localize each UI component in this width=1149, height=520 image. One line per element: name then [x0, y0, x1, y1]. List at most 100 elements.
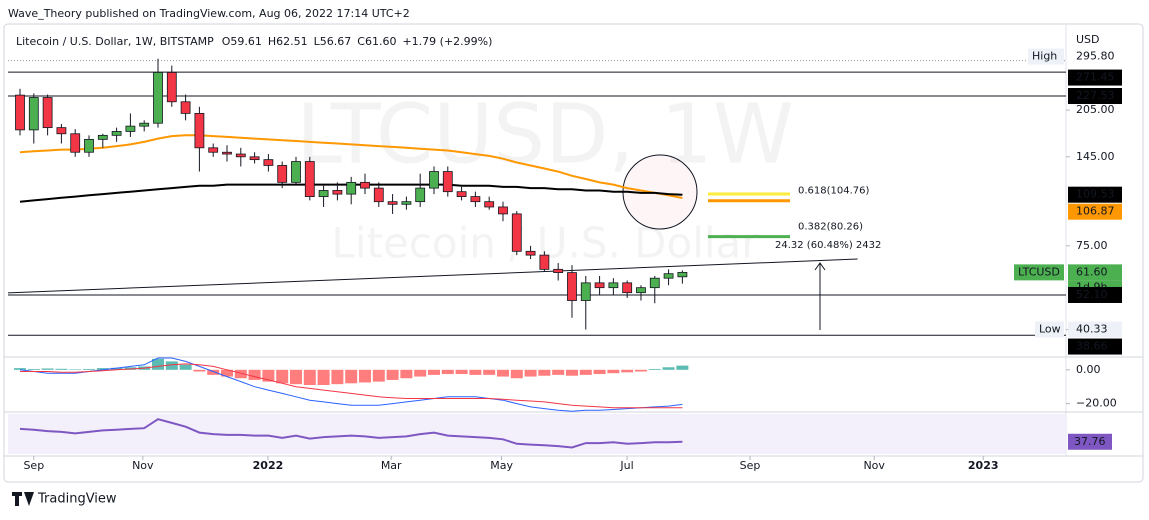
candle-body: [484, 201, 495, 208]
candle-body: [139, 122, 150, 127]
price-marker-label: 109.53: [1076, 188, 1115, 201]
trendline: [7, 258, 858, 294]
x-tick-label: 2023: [968, 459, 999, 472]
x-tick-label: Nov: [863, 459, 885, 472]
measure-label: 24.32 (60.48%) 2432: [775, 240, 881, 251]
macd-hist-bar: [538, 369, 551, 376]
y-tick-label: 205.00: [1076, 103, 1115, 116]
macd-hist-bar: [648, 368, 661, 370]
candle-body: [553, 268, 564, 273]
candle-body: [594, 282, 605, 289]
macd-hist-bar: [262, 369, 275, 382]
watermark: LTCUSD, 1W: [296, 87, 794, 182]
macd-hist-bar: [621, 369, 634, 373]
candle-body: [456, 191, 467, 197]
macd-hist-bar: [248, 369, 261, 380]
x-tick-label: May: [490, 459, 513, 472]
currency: USD: [1076, 33, 1100, 46]
macd-tick-label: −20.00: [1076, 397, 1117, 410]
macd-hist-bar: [524, 369, 537, 377]
x-tick-label: Sep: [740, 459, 761, 472]
macd-hist-bar: [510, 369, 523, 379]
measure-arrow-head: [814, 262, 826, 271]
price-tag: [1035, 321, 1064, 338]
y-tick-label: 75.00: [1076, 239, 1108, 252]
price-marker-label: 40.33: [1076, 323, 1108, 336]
candle-body: [263, 159, 274, 166]
ohlc-info: O59.61: [222, 35, 262, 48]
macd-hist-bar: [234, 369, 247, 379]
macd-hist-bar: [165, 361, 178, 370]
macd-hist-bar: [317, 369, 330, 385]
macd-hist-bar: [96, 368, 109, 370]
macd-hist-bar: [593, 369, 606, 375]
price-marker-label: 38.66: [1076, 340, 1108, 353]
candle-body: [222, 151, 232, 155]
candle-body: [15, 94, 25, 131]
candle-body: [318, 190, 329, 197]
price-marker: [1068, 338, 1122, 355]
candle-body: [304, 161, 315, 197]
macd-hist-bar: [220, 369, 233, 377]
rsi-marker: [1068, 433, 1112, 450]
candle-body: [470, 196, 481, 203]
rsi-background: [8, 414, 1066, 454]
candle-body: [525, 250, 536, 256]
price-tag: [1028, 48, 1064, 65]
chart-frame: [3, 23, 1144, 483]
price-marker-label: 106.87: [1076, 205, 1115, 218]
candle-body: [125, 125, 136, 132]
macd-hist-bar: [69, 369, 82, 370]
macd-tick-label: 0.00: [1076, 363, 1101, 376]
ema-line: [19, 134, 683, 199]
candle-body: [608, 282, 619, 289]
candle-body: [56, 127, 67, 135]
candle-body: [180, 101, 191, 114]
candle-body: [291, 161, 301, 183]
macd-hist-bar: [151, 358, 164, 370]
macd-hist-bar: [579, 369, 592, 375]
candle-body: [580, 282, 591, 301]
price-tag-label: High: [1032, 50, 1057, 63]
price-tag-label: LTCUSD: [1018, 265, 1060, 278]
macd-hist-bar: [414, 369, 427, 377]
price-tag-label: Low: [1039, 323, 1061, 336]
macd-hist-bar: [193, 369, 206, 372]
candle-body: [97, 134, 108, 140]
candle-body: [166, 71, 177, 103]
symbol-title: Litecoin / U.S. Dollar, 1W, BITSTAMP: [16, 35, 214, 48]
macd-hist-bar: [565, 369, 578, 376]
price-marker: [1068, 286, 1122, 303]
macd-hist-bar: [110, 367, 123, 370]
candle-body: [622, 282, 633, 294]
candle-body: [498, 206, 508, 215]
x-tick-label: Sep: [23, 459, 44, 472]
candle-body: [194, 113, 205, 149]
price-marker: [1068, 203, 1122, 220]
macd-hist-bar: [607, 369, 620, 374]
tradingview-logo: [12, 492, 34, 506]
x-tick-label: 2022: [253, 459, 284, 472]
macd-hist-bar: [27, 368, 40, 370]
macd-hist-bar: [400, 369, 413, 379]
macd-hist-bar: [41, 368, 54, 370]
macd-hist-bar: [552, 369, 565, 375]
candle-body: [373, 187, 384, 203]
candle-body: [387, 201, 398, 205]
candle-body: [360, 181, 370, 189]
price-marker: [1068, 87, 1122, 104]
macd-hist-bar: [662, 367, 675, 370]
price-marker: [1068, 48, 1122, 65]
x-tick-label: Mar: [381, 459, 402, 472]
macd-hist-bar: [496, 369, 509, 377]
macd-hist-bar: [303, 369, 316, 385]
candle-body: [28, 97, 39, 131]
candle-body: [70, 133, 81, 153]
candle-body: [153, 71, 163, 124]
macd-hist-bar: [276, 369, 289, 384]
macd-hist-bar: [207, 369, 220, 375]
x-tick-label: Nov: [132, 459, 154, 472]
price-marker-label: 295.80: [1076, 50, 1115, 63]
macd-hist-bar: [372, 369, 385, 382]
